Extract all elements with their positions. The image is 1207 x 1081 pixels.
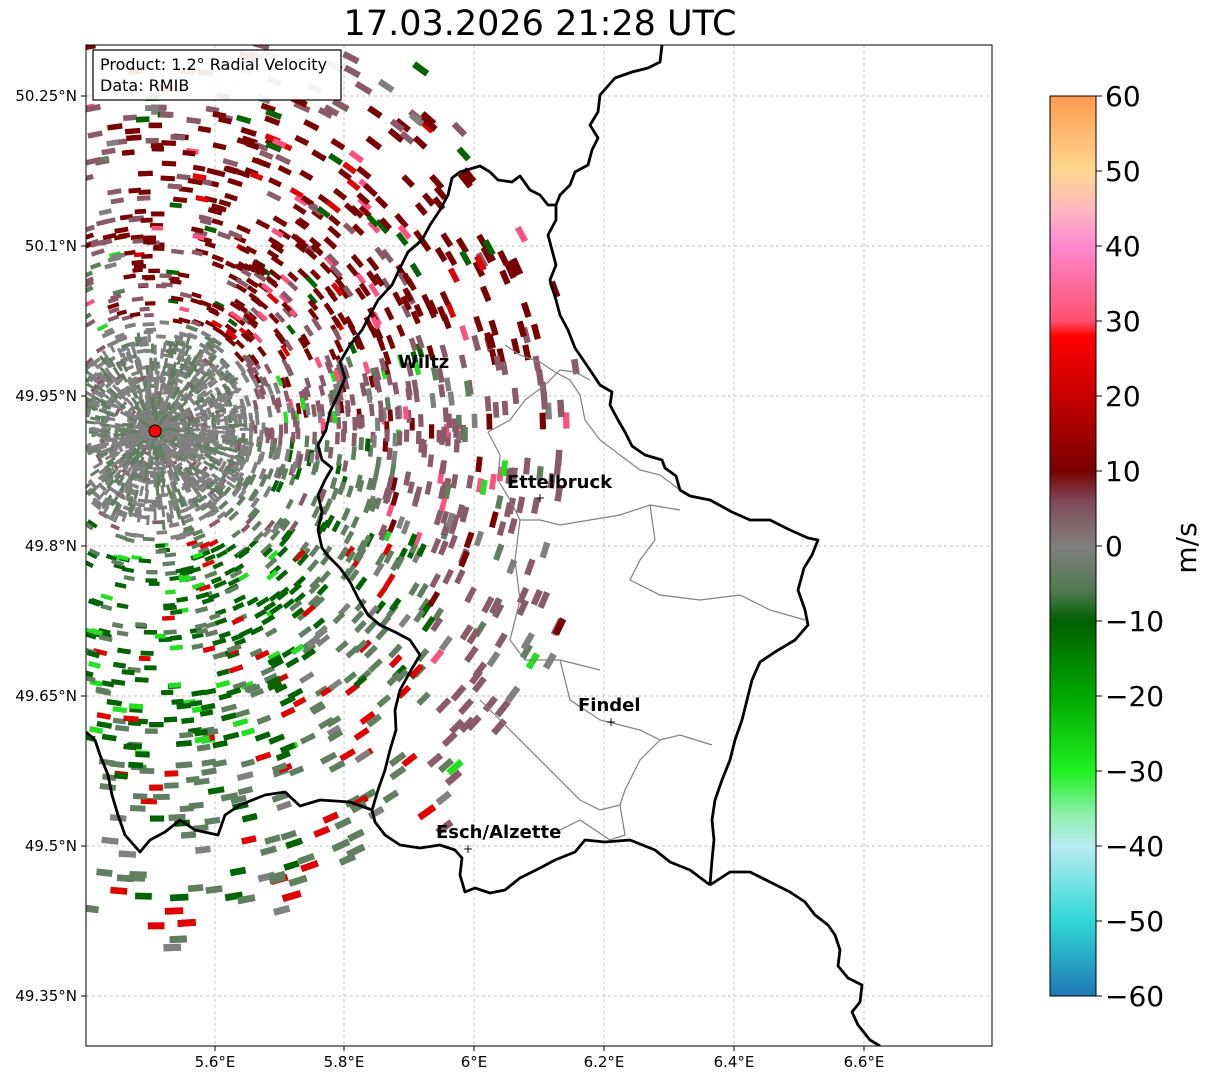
colorbar-tick-label: −30: [1105, 755, 1164, 788]
canton-border-esch: [559, 804, 626, 841]
colorbar-tick-label: 20: [1105, 380, 1141, 413]
colorbar-tick-label: −40: [1105, 830, 1164, 863]
border-germany-luxembourg: [546, 45, 820, 886]
city-labels: Wiltz + Ettelbruck + Findel + Esch/Alzet…: [398, 352, 641, 856]
lon-tick-label: 6°E: [461, 1053, 488, 1071]
canton-border-capellen: [479, 699, 621, 811]
borders: [86, 45, 881, 1046]
canton-border-ettelbruck-west: [487, 431, 561, 526]
canton-border-remich: [619, 739, 661, 806]
city-wiltz[interactable]: Wiltz: [398, 352, 449, 373]
lat-tick-label: 49.35°N: [15, 987, 77, 1005]
national-borders: [86, 45, 881, 1046]
colorbar-tick-label: −10: [1105, 605, 1164, 638]
canton-border-north: [487, 369, 591, 433]
colorbar-tick-label: −20: [1105, 680, 1164, 713]
canton-border-ettelbruck-east: [584, 419, 681, 491]
border-belgium-germany-north: [489, 171, 556, 207]
city-marker-findel-icon: +: [606, 715, 616, 729]
colorbar-tick-label: 30: [1105, 305, 1141, 338]
city-marker-esch-icon: +: [463, 842, 473, 856]
lat-tick-label: 49.5°N: [25, 837, 77, 855]
city-esch[interactable]: + Esch/Alzette: [436, 822, 561, 856]
colorbar-tick-label: −60: [1105, 980, 1164, 1013]
radar-velocity-field: [86, 45, 580, 952]
lat-tick-label: 49.95°N: [15, 387, 77, 405]
border-belgium-luxembourg: [316, 164, 491, 811]
border-france-luxembourg: [86, 730, 711, 895]
city-label-ettelbruck: Ettelbruck: [507, 472, 613, 493]
info-data-source: Data: RMIB: [100, 76, 189, 95]
lat-axis: 50.25°N 50.1°N 49.95°N 49.8°N 49.65°N 49…: [15, 87, 86, 1005]
colorbar-tick-label: 60: [1105, 80, 1141, 113]
lat-tick-label: 49.8°N: [25, 537, 77, 555]
colorbar: 60 50 40 30 20 10 0 −10 −20 −30 −40 −50 −60 m/s: [1049, 80, 1203, 1013]
colorbar-tick-label: 10: [1105, 455, 1141, 488]
city-ettelbruck[interactable]: + Ettelbruck: [507, 472, 613, 505]
radar-site-marker[interactable]: [148, 424, 162, 438]
colorbar-tick-label: 0: [1105, 530, 1123, 563]
colorbar-ticks: 60 50 40 30 20 10 0 −10 −20 −30 −40 −50 −60: [1096, 80, 1164, 1013]
map-panel[interactable]: [86, 45, 992, 1046]
canton-border-wiltz: [504, 344, 586, 421]
lon-axis: 5.6°E 5.8°E 6°E 6.2°E 6.4°E 6.6°E: [195, 1046, 885, 1071]
canton-border-center: [559, 504, 681, 526]
canton-borders: [479, 344, 806, 841]
colorbar-tick-label: −50: [1105, 905, 1164, 938]
lon-tick-label: 6.2°E: [584, 1053, 625, 1071]
canton-border-luxembourg: [559, 659, 713, 746]
city-label-findel: Findel: [578, 695, 641, 716]
info-box: Product: 1.2° Radial Velocity Data: RMIB: [92, 49, 342, 101]
city-label-esch-alzette: Esch/Alzette: [436, 822, 561, 843]
lon-tick-label: 6.4°E: [714, 1053, 755, 1071]
city-marker-ettelbruck-icon: +: [535, 491, 545, 505]
lon-tick-label: 5.8°E: [324, 1053, 365, 1071]
colorbar-scale: [1049, 95, 1097, 997]
info-product: Product: 1.2° Radial Velocity: [100, 55, 327, 74]
city-findel[interactable]: + Findel: [578, 695, 641, 729]
lon-tick-label: 5.6°E: [195, 1053, 236, 1071]
colorbar-tick-label: 40: [1105, 230, 1141, 263]
lat-tick-label: 50.1°N: [25, 237, 77, 255]
lat-tick-label: 49.65°N: [15, 687, 77, 705]
canton-border-diekirch: [629, 504, 806, 621]
lon-tick-label: 6.6°E: [844, 1053, 885, 1071]
city-label-wiltz: Wiltz: [398, 352, 449, 373]
colorbar-unit-label: m/s: [1170, 522, 1203, 573]
colorbar-tick-label: 50: [1105, 155, 1141, 188]
lat-tick-label: 50.25°N: [15, 87, 77, 105]
border-germany-france: [709, 870, 881, 1046]
map-title: 17.03.2026 21:28 UTC: [343, 4, 737, 44]
